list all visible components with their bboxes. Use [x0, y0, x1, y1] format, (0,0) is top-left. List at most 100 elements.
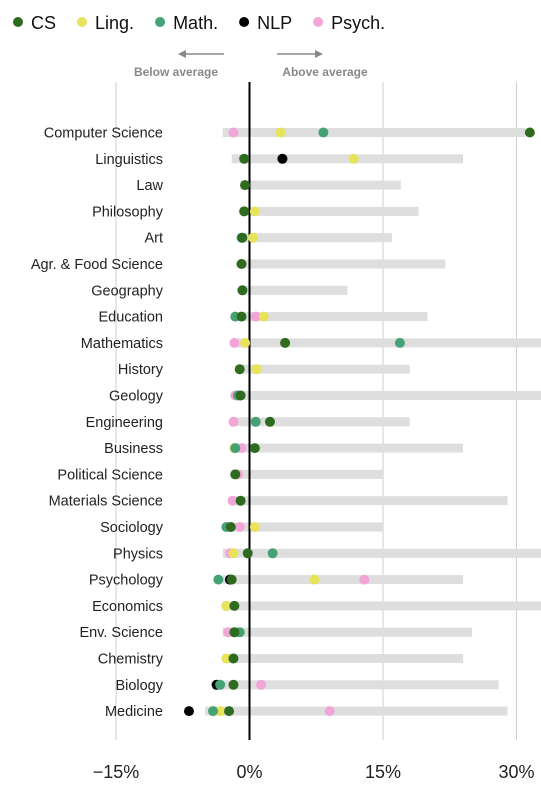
x-tick-label: 0% [236, 762, 262, 782]
x-tick-label: 30% [498, 762, 534, 782]
point-ling-computer-science [275, 127, 286, 138]
point-psych-engineering [228, 416, 239, 427]
range-bar [231, 417, 410, 427]
category-label-mathematics: Mathematics [81, 336, 163, 352]
point-cs-law [240, 180, 251, 191]
point-ling-art [248, 232, 259, 243]
range-bar [231, 522, 383, 532]
point-ling-philosophy [249, 206, 260, 217]
above-average-label: Above average [282, 65, 368, 79]
left-arrow-head [178, 50, 186, 58]
below-average-label: Below average [134, 65, 218, 79]
point-psych-education [250, 311, 261, 322]
point-cs-education [236, 311, 247, 322]
range-bar [240, 233, 392, 243]
point-psych-medicine [324, 706, 335, 717]
point-math-business [230, 443, 241, 454]
category-label-biology: Biology [115, 678, 163, 694]
point-nlp-medicine [183, 706, 194, 717]
category-label-physics: Physics [113, 546, 163, 562]
category-label-art: Art [144, 231, 163, 247]
range-bars [205, 128, 541, 716]
category-label-medicine: Medicine [105, 704, 163, 720]
right-arrow-head [315, 50, 323, 58]
point-cs-linguistics [239, 153, 250, 164]
point-nlp-linguistics [277, 153, 288, 164]
point-math-computer-science [318, 127, 329, 138]
point-ling-economics [221, 600, 232, 611]
point-cs-geology [235, 390, 246, 401]
point-cs-medicine [224, 706, 235, 717]
point-psych-mathematics [229, 337, 240, 348]
range-bar [222, 601, 541, 611]
category-labels: Computer Science Linguistics Law Philosophy… [31, 126, 164, 721]
point-cs-engineering [264, 416, 275, 427]
category-label-geography: Geography [91, 283, 163, 299]
category-label-chemistry: Chemistry [98, 652, 164, 668]
range-bar [240, 312, 428, 322]
point-psych-psychology [359, 574, 370, 585]
point-cs-history [234, 364, 245, 375]
range-bar [231, 154, 464, 164]
legend-marker-math [155, 17, 166, 27]
legend-label-nlp: NLP [257, 13, 292, 33]
category-label-agr-food-science: Agr. & Food Science [31, 257, 163, 273]
range-bar [222, 627, 472, 637]
category-label-computer-science: Computer Science [44, 126, 163, 142]
range-bar [240, 364, 410, 374]
range-bar [222, 654, 464, 663]
point-cs-chemistry [228, 653, 239, 664]
range-bar [240, 285, 348, 295]
point-cs-materials-science [235, 495, 246, 506]
point-ling-linguistics [348, 153, 359, 164]
point-psych-computer-science [228, 127, 239, 138]
point-cs-mathematics [280, 337, 291, 348]
x-tick-labels: −15%0%15%30%45%60% [93, 762, 535, 782]
legend-label-math: Math. [173, 13, 218, 33]
point-psych-materials-science [227, 495, 238, 506]
category-label-psychology: Psychology [89, 573, 164, 589]
range-bar [240, 259, 446, 269]
category-label-materials-science: Materials Science [49, 494, 163, 510]
point-cs-env-science [229, 627, 240, 638]
point-cs-economics [229, 600, 240, 611]
point-cs-geography [237, 285, 248, 296]
point-cs-business [249, 443, 260, 454]
point-cs-physics [242, 548, 253, 559]
range-bar [231, 469, 383, 479]
category-label-education: Education [99, 310, 164, 326]
point-cs-art [237, 232, 248, 243]
range-bar [231, 443, 464, 453]
category-label-philosophy: Philosophy [92, 204, 164, 220]
legend-label-ling: Ling. [95, 13, 134, 33]
category-label-geology: Geology [109, 389, 164, 405]
point-math-biology [215, 679, 226, 690]
category-label-history: History [118, 362, 164, 378]
category-label-env-science: Env. Science [79, 625, 163, 641]
range-bar [205, 706, 508, 716]
category-label-sociology: Sociology [100, 520, 164, 536]
range-bar [240, 391, 541, 400]
category-label-economics: Economics [92, 599, 163, 615]
legend-label-psych: Psych. [331, 13, 385, 33]
category-label-business: Business [104, 441, 163, 457]
legend-marker-cs [13, 17, 23, 27]
point-math-engineering [250, 416, 261, 427]
point-cs-sociology [225, 522, 236, 532]
point-ling-psychology [309, 574, 320, 585]
legend-label-cs: CS [31, 13, 56, 33]
x-tick-label: −15% [93, 762, 140, 782]
range-bar [231, 496, 508, 506]
point-ling-history [251, 364, 262, 375]
point-math-physics [267, 548, 278, 559]
point-cs-biology [228, 679, 239, 690]
point-cs-political-science [230, 469, 241, 480]
point-math-mathematics [394, 337, 405, 348]
category-label-engineering: Engineering [86, 415, 163, 431]
range-bar [231, 338, 541, 348]
range-bar [222, 128, 526, 137]
point-math-medicine [208, 706, 219, 717]
point-psych-biology [256, 679, 267, 690]
legend-marker-psych [313, 17, 324, 27]
